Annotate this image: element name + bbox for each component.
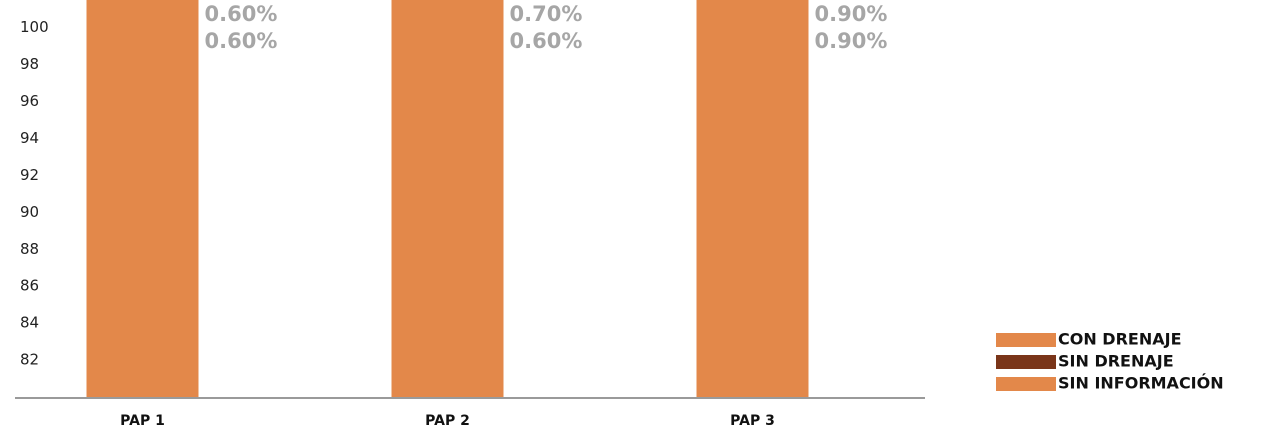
y-tick-label: 96 <box>20 92 39 110</box>
legend-label: SIN DRENAJE <box>1058 352 1174 371</box>
y-tick-label: 82 <box>20 351 39 369</box>
value-label: 0.60% <box>205 2 278 26</box>
value-label: 0.70% <box>510 2 583 26</box>
y-tick-label: 86 <box>20 277 39 295</box>
x-tick-label: PAP 1 <box>120 413 165 429</box>
y-tick-label: 98 <box>20 55 39 73</box>
y-tick-label: 84 <box>20 314 39 332</box>
bar-segment <box>696 0 809 397</box>
legend-label: SIN INFORMACIÓN <box>1058 374 1224 393</box>
bar-segment <box>391 0 504 397</box>
y-tick-label: 88 <box>20 240 39 258</box>
legend-swatch <box>996 333 1056 347</box>
value-label: 0.60% <box>510 29 583 53</box>
bar-segment <box>86 0 199 397</box>
y-tick-label: 90 <box>20 203 39 221</box>
value-label: 0.60% <box>205 29 278 53</box>
x-tick-label: PAP 2 <box>425 413 470 429</box>
legend-label: CON DRENAJE <box>1058 330 1182 349</box>
x-tick-label: PAP 3 <box>730 413 775 429</box>
value-label: 0.90% <box>815 29 888 53</box>
y-tick-label: 94 <box>20 129 39 147</box>
legend-swatch <box>996 355 1056 369</box>
y-tick-label: 100 <box>20 18 49 36</box>
y-tick-label: 92 <box>20 166 39 184</box>
value-label: 0.90% <box>815 2 888 26</box>
legend-swatch <box>996 377 1056 391</box>
